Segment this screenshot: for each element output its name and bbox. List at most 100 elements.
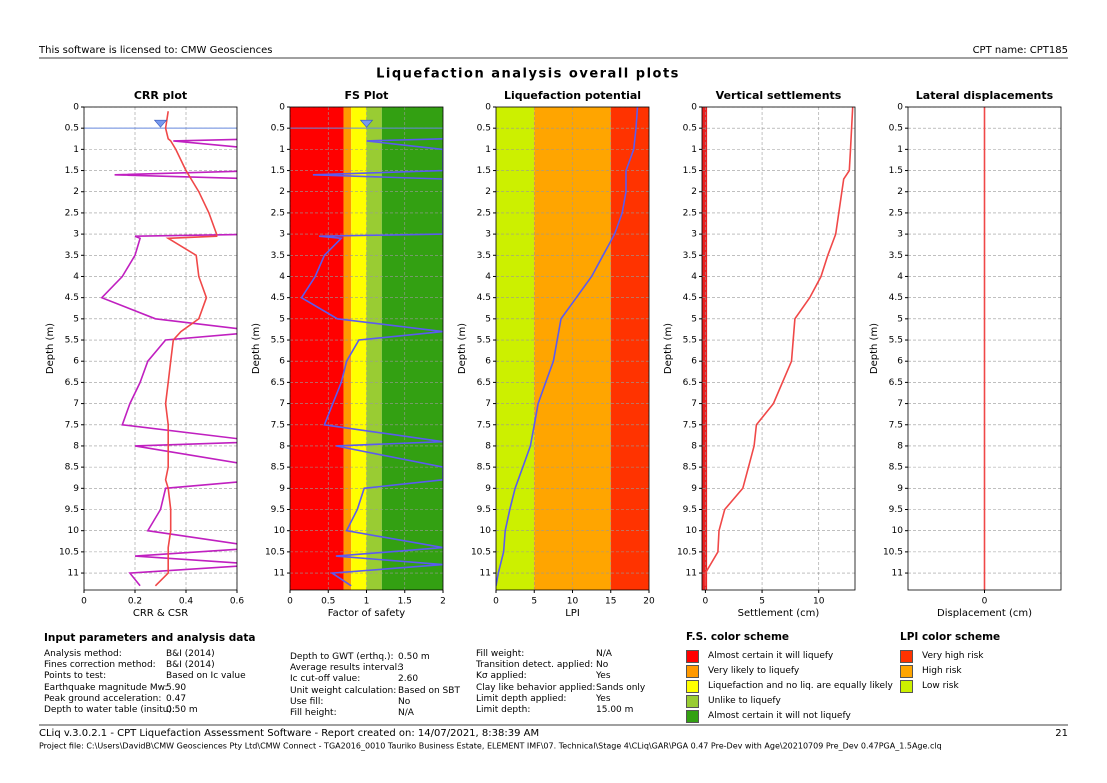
y-tick-label: 1 — [279, 145, 285, 155]
x-tick-label: 0.2 — [128, 597, 142, 607]
param-label: Fill height: — [290, 708, 337, 718]
y-tick-label: 6.5 — [65, 378, 79, 388]
param-value: 0.50 m — [398, 652, 430, 662]
y-tick-label: 10 — [892, 526, 904, 536]
scheme-label: Almost certain it will liquefy — [708, 651, 834, 661]
y-tick-label: 7.5 — [683, 420, 697, 430]
y-tick-label: 5 — [485, 314, 491, 324]
param-value: Sands only — [596, 682, 646, 693]
y-tick-label: 9.5 — [477, 505, 491, 515]
footer-software: CLiq v.3.0.2.1 - CPT Liquefaction Assess… — [39, 728, 539, 739]
y-tick-label: 1 — [691, 145, 697, 155]
param-label: Average results interval: — [290, 663, 401, 674]
y-tick-label: 7.5 — [65, 420, 79, 430]
y-tick-label: 2.5 — [683, 208, 697, 218]
x-tick-label: 0.6 — [230, 597, 245, 607]
cpt-name: CPT name: CPT185 — [973, 45, 1068, 56]
y-tick-label: 11 — [68, 569, 79, 579]
y-tick-label: 8.5 — [271, 463, 285, 473]
y-tick-label: 3 — [691, 230, 697, 240]
y-tick-label: 5 — [279, 314, 285, 324]
y-tick-label: 11 — [892, 569, 903, 579]
y-tick-label: 2 — [73, 187, 79, 197]
plot-frame — [495, 106, 650, 591]
param-value: B&I (2014) — [166, 649, 215, 659]
y-tick-label: 7.5 — [889, 420, 903, 430]
y-tick-label: 4 — [691, 272, 697, 282]
y-tick-label: 10.5 — [883, 547, 903, 557]
y-tick-label: 4 — [485, 272, 491, 282]
x-axis-label: Settlement (cm) — [738, 608, 820, 619]
scheme-label: Unlike to liquefy — [708, 696, 781, 706]
color-band — [702, 107, 708, 590]
data-line — [100, 138, 237, 587]
param-label: Use fill: — [290, 696, 324, 707]
y-tick-label: 7 — [897, 399, 903, 409]
y-tick-label: 3.5 — [889, 251, 903, 261]
param-value: 15.00 m — [596, 705, 634, 715]
y-tick-label: 4.5 — [271, 293, 285, 303]
scheme-label: Almost certain it will not liquefy — [708, 711, 851, 721]
x-tick-label: 0.5 — [321, 597, 335, 607]
y-tick-label: 11 — [686, 569, 697, 579]
y-tick-label: 10 — [274, 526, 286, 536]
color-swatch — [686, 710, 699, 723]
x-tick-label: 5 — [759, 597, 765, 607]
param-value: B&I (2014) — [166, 660, 215, 671]
y-tick-label: 10.5 — [677, 547, 697, 557]
y-tick-label: 10.5 — [471, 547, 491, 557]
y-tick-label: 11 — [274, 569, 285, 579]
param-label: Transition detect. applied: — [476, 660, 594, 671]
y-tick-label: 11 — [480, 569, 491, 579]
y-tick-label: 2.5 — [271, 208, 285, 218]
plot-frame — [83, 106, 238, 591]
y-axis-label: Depth (m) — [45, 323, 56, 374]
scheme-title: LPI color scheme — [900, 631, 1001, 643]
y-tick-label: 3 — [897, 230, 903, 240]
param-label: Depth to water table (insitu): — [44, 705, 176, 715]
data-line — [154, 111, 218, 587]
y-tick-label: 9 — [897, 484, 903, 494]
y-tick-label: 5.5 — [271, 336, 285, 346]
y-tick-label: 2 — [485, 187, 491, 197]
y-tick-label: 9.5 — [683, 505, 697, 515]
y-tick-label: 8.5 — [889, 463, 903, 473]
y-tick-label: 0.5 — [889, 124, 903, 134]
param-value: Yes — [596, 693, 611, 704]
color-swatch — [900, 680, 913, 693]
y-tick-label: 7 — [485, 399, 491, 409]
y-tick-label: 9.5 — [889, 505, 903, 515]
y-tick-label: 0 — [691, 103, 697, 113]
y-tick-label: 9 — [73, 484, 79, 494]
y-tick-label: 2.5 — [65, 208, 79, 218]
param-value: N/A — [398, 708, 414, 718]
y-tick-label: 8.5 — [65, 463, 79, 473]
page-title: Liquefaction analysis overall plots — [376, 67, 680, 82]
chart-title: Lateral displacements — [916, 89, 1054, 102]
water-table-marker — [153, 119, 168, 128]
y-tick-label: 9.5 — [271, 505, 285, 515]
color-swatch — [686, 695, 699, 708]
y-axis-label: Depth (m) — [251, 323, 262, 374]
param-label: Clay like behavior applied: — [476, 682, 596, 693]
color-band — [290, 107, 344, 590]
y-tick-label: 7.5 — [477, 420, 491, 430]
param-value: 5.90 — [166, 682, 187, 693]
x-tick-label: 0 — [287, 597, 293, 607]
y-tick-label: 2.5 — [889, 208, 903, 218]
x-tick-label: 0 — [81, 597, 87, 607]
param-value: N/A — [596, 649, 612, 659]
y-tick-label: 6.5 — [683, 378, 697, 388]
y-tick-label: 1 — [73, 145, 79, 155]
y-tick-label: 6.5 — [477, 378, 491, 388]
y-tick-label: 10.5 — [59, 547, 79, 557]
param-value: 2.60 — [398, 674, 419, 685]
y-tick-label: 3.5 — [477, 251, 491, 261]
y-tick-label: 9 — [485, 484, 491, 494]
param-value: Based on SBT — [398, 685, 460, 696]
y-tick-label: 10.5 — [265, 547, 285, 557]
x-tick-label: 5 — [531, 597, 537, 607]
y-tick-label: 2 — [279, 187, 285, 197]
y-tick-label: 6.5 — [271, 378, 285, 388]
